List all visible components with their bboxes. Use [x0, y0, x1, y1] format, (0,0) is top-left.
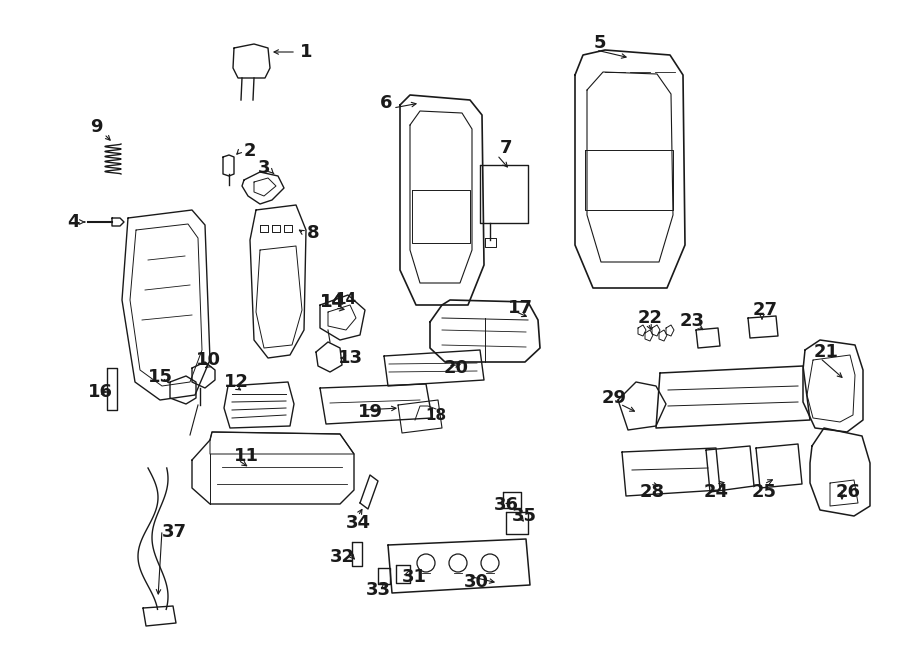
- Text: 28: 28: [639, 483, 664, 501]
- Text: 17: 17: [508, 299, 533, 317]
- Text: 7: 7: [500, 139, 512, 157]
- Text: 29: 29: [601, 389, 626, 407]
- Text: 18: 18: [426, 407, 446, 422]
- Text: 2: 2: [244, 142, 256, 160]
- Text: 14: 14: [320, 293, 345, 311]
- Text: 6: 6: [380, 94, 392, 112]
- Text: 14: 14: [335, 293, 356, 307]
- Text: 23: 23: [680, 312, 705, 330]
- Text: 21: 21: [814, 343, 839, 361]
- Text: 12: 12: [223, 373, 248, 391]
- Text: 33: 33: [365, 581, 391, 599]
- Text: 14: 14: [320, 293, 345, 311]
- Text: 1: 1: [300, 43, 312, 61]
- Text: 8: 8: [307, 224, 320, 242]
- Text: 16: 16: [87, 383, 112, 401]
- Text: 9: 9: [90, 118, 103, 136]
- Text: 30: 30: [464, 573, 489, 591]
- Text: 25: 25: [752, 483, 777, 501]
- Text: 36: 36: [493, 496, 518, 514]
- Text: 10: 10: [195, 351, 220, 369]
- Text: 32: 32: [329, 548, 355, 566]
- Text: 37: 37: [161, 523, 186, 541]
- Text: 13: 13: [338, 349, 363, 367]
- Text: 26: 26: [835, 483, 860, 501]
- Text: 34: 34: [346, 514, 371, 532]
- Text: 27: 27: [752, 301, 778, 319]
- Text: 31: 31: [401, 568, 427, 586]
- Text: 24: 24: [704, 483, 728, 501]
- Text: 11: 11: [233, 447, 258, 465]
- Text: 20: 20: [444, 359, 469, 377]
- Text: 15: 15: [148, 368, 173, 386]
- Text: 3: 3: [257, 159, 270, 177]
- Text: 5: 5: [594, 34, 607, 52]
- Text: 22: 22: [637, 309, 662, 327]
- Text: 35: 35: [511, 507, 536, 525]
- Text: 4: 4: [67, 213, 79, 231]
- Text: 19: 19: [357, 403, 382, 421]
